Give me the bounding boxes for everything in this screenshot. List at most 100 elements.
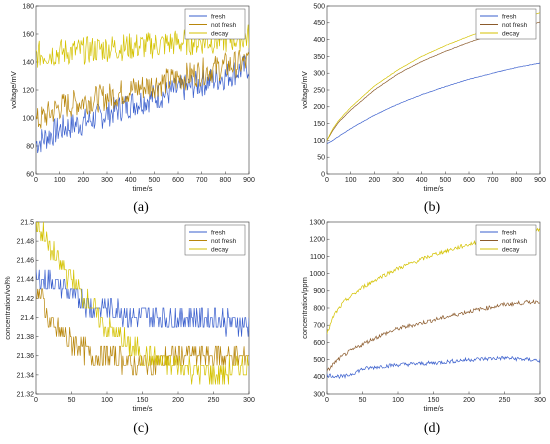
x-tick-label: 600 bbox=[172, 177, 184, 184]
panel-label: (d) bbox=[424, 421, 441, 436]
y-tick-label: 21.36 bbox=[16, 353, 34, 360]
y-axis-label: concentration/vol% bbox=[3, 276, 12, 340]
x-tick-label: 100 bbox=[54, 177, 66, 184]
x-tick-label: 300 bbox=[243, 397, 255, 404]
chart-panel-4: 0 50 100 150 200 250 300 300 400 500 600 700 800 900 1… bbox=[300, 219, 546, 436]
x-tick-label: 300 bbox=[534, 397, 546, 404]
y-tick-label: 21.46 bbox=[16, 258, 34, 265]
x-tick-label: 900 bbox=[243, 177, 255, 184]
y-tick-label: 1000 bbox=[309, 271, 325, 278]
y-tick-label: 21.5 bbox=[20, 219, 34, 226]
y-tick-label: 150 bbox=[313, 121, 325, 128]
y-tick-label: 1300 bbox=[309, 219, 325, 226]
legend-label: fresh bbox=[211, 229, 226, 236]
legend-box bbox=[475, 224, 537, 256]
x-axis-label: time/s bbox=[132, 404, 152, 413]
x-tick-label: 250 bbox=[499, 397, 511, 404]
legend-label: not fresh bbox=[502, 22, 528, 29]
y-tick-label: 100 bbox=[313, 138, 325, 145]
y-tick-label: 0 bbox=[321, 171, 325, 178]
x-tick-label: 200 bbox=[463, 397, 475, 404]
x-tick-label: 0 bbox=[34, 397, 38, 404]
y-tick-label: 500 bbox=[313, 357, 325, 364]
x-axis-label: time/s bbox=[132, 184, 152, 193]
x-tick-label: 0 bbox=[325, 177, 329, 184]
chart-panel-2: 0 100 200 300 400 500 600 700 800 900 0 50 100 150 200… bbox=[300, 3, 546, 215]
x-tick-label: 700 bbox=[196, 177, 208, 184]
y-tick-label: 100 bbox=[22, 115, 34, 122]
y-tick-label: 21.32 bbox=[16, 391, 34, 398]
y-tick-label: 700 bbox=[313, 323, 325, 330]
legend-label: decay bbox=[502, 246, 520, 253]
x-tick-label: 50 bbox=[68, 397, 76, 404]
x-tick-label: 100 bbox=[101, 397, 113, 404]
series-line-not-fresh bbox=[327, 299, 540, 372]
panel-label: (b) bbox=[424, 200, 441, 215]
y-tick-label: 21.48 bbox=[16, 239, 34, 246]
x-tick-label: 150 bbox=[428, 397, 440, 404]
legend-label: not fresh bbox=[502, 238, 528, 245]
x-tick-label: 500 bbox=[439, 177, 451, 184]
y-tick-label: 300 bbox=[313, 391, 325, 398]
series-line-fresh bbox=[36, 269, 249, 337]
y-tick-label: 160 bbox=[22, 31, 34, 38]
y-tick-label: 300 bbox=[313, 71, 325, 78]
series-line-decay bbox=[36, 24, 249, 68]
x-tick-label: 200 bbox=[77, 177, 89, 184]
x-tick-label: 0 bbox=[325, 397, 329, 404]
y-tick-label: 21.44 bbox=[16, 277, 34, 284]
series-line-fresh bbox=[327, 62, 540, 145]
panel-label: (a) bbox=[133, 200, 149, 215]
x-tick-label: 800 bbox=[219, 177, 231, 184]
legend-label: fresh bbox=[502, 229, 517, 236]
y-tick-label: 350 bbox=[313, 54, 325, 61]
y-axis-label: voltage/mV bbox=[9, 71, 18, 109]
x-tick-label: 300 bbox=[392, 177, 404, 184]
x-tick-label: 800 bbox=[510, 177, 522, 184]
legend-box bbox=[475, 8, 537, 40]
legend-label: not fresh bbox=[211, 22, 237, 29]
series-line-fresh bbox=[327, 355, 540, 380]
y-tick-label: 500 bbox=[313, 3, 325, 10]
y-tick-label: 400 bbox=[313, 374, 325, 381]
y-tick-label: 21.4 bbox=[20, 315, 34, 322]
y-axis-label: voltage/mV bbox=[300, 71, 309, 109]
y-tick-label: 120 bbox=[22, 87, 34, 94]
y-tick-label: 50 bbox=[317, 155, 325, 162]
chart-panel-3: 0 50 100 150 200 250 300 21.32 21.34 21.36 21.38 21… bbox=[3, 219, 255, 436]
legend-label: fresh bbox=[211, 13, 226, 20]
x-tick-label: 500 bbox=[148, 177, 160, 184]
y-tick-label: 1100 bbox=[310, 254, 325, 261]
y-tick-label: 200 bbox=[313, 104, 325, 111]
y-tick-label: 140 bbox=[22, 59, 34, 66]
y-tick-label: 180 bbox=[22, 3, 34, 10]
y-tick-label: 21.38 bbox=[16, 334, 34, 341]
x-axis-label: time/s bbox=[423, 184, 443, 193]
legend-label: fresh bbox=[502, 13, 517, 20]
series-line-not-fresh bbox=[36, 50, 249, 129]
x-tick-label: 0 bbox=[34, 177, 38, 184]
y-tick-label: 21.34 bbox=[16, 372, 34, 379]
x-tick-label: 200 bbox=[368, 177, 380, 184]
x-tick-label: 400 bbox=[416, 177, 428, 184]
x-tick-label: 100 bbox=[345, 177, 357, 184]
y-tick-label: 21.42 bbox=[16, 296, 34, 303]
series-line-decay bbox=[36, 222, 249, 385]
y-tick-label: 900 bbox=[313, 288, 325, 295]
y-tick-label: 60 bbox=[26, 171, 34, 178]
x-tick-label: 200 bbox=[172, 397, 184, 404]
panel-label: (c) bbox=[133, 421, 149, 436]
x-axis-label: time/s bbox=[423, 404, 443, 413]
legend-label: decay bbox=[211, 30, 229, 37]
y-tick-label: 800 bbox=[313, 305, 325, 312]
y-tick-label: 400 bbox=[313, 37, 325, 44]
legend-label: decay bbox=[502, 30, 520, 37]
x-tick-label: 400 bbox=[125, 177, 137, 184]
chart-panel-1: 0 100 200 300 400 500 600 700 800 900 60 80 100 120 14… bbox=[9, 3, 255, 215]
x-tick-label: 250 bbox=[208, 397, 220, 404]
y-tick-label: 1200 bbox=[309, 237, 325, 244]
y-axis-label: concentration/ppm bbox=[300, 277, 309, 339]
x-tick-label: 600 bbox=[463, 177, 475, 184]
x-tick-label: 300 bbox=[101, 177, 113, 184]
